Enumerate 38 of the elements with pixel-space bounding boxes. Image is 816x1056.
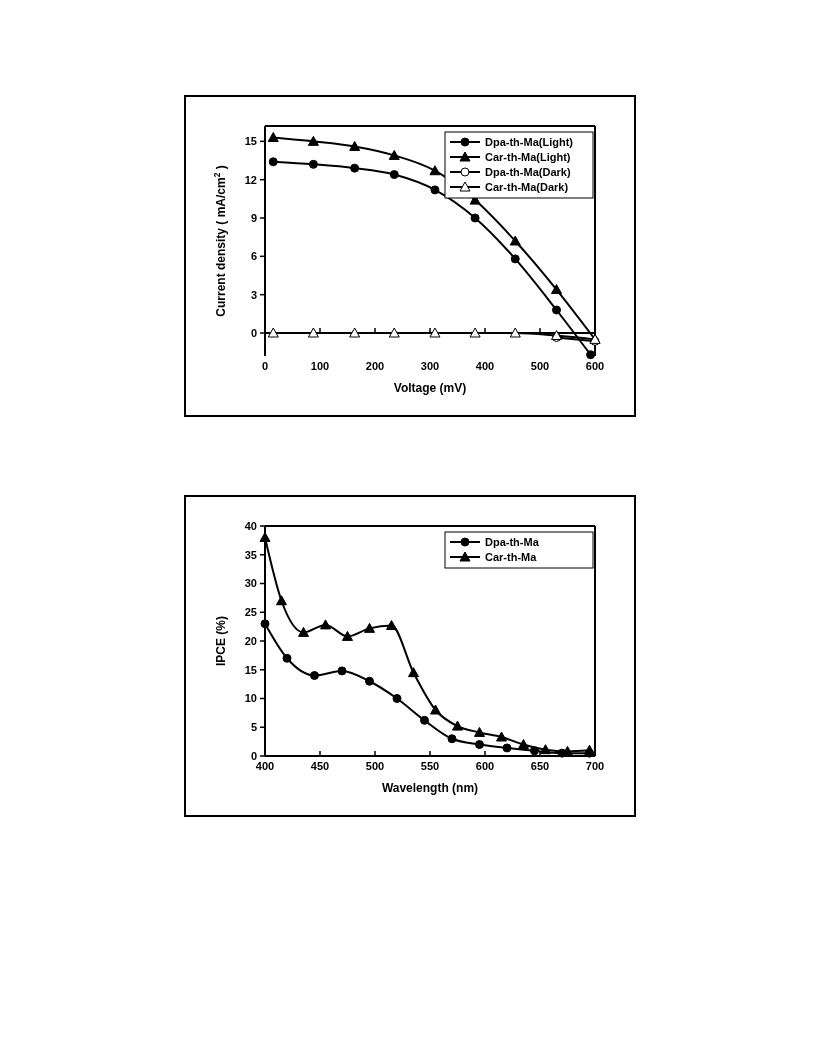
x-tick-label: 500 <box>530 360 550 372</box>
x-tick-label: 0 <box>261 360 269 372</box>
y-tick-label: 5 <box>250 721 257 734</box>
x-tick-label: 400 <box>255 760 275 772</box>
legend-label: Car-th-Ma(Dark) <box>485 180 569 193</box>
x-tick-label: 300 <box>420 360 440 372</box>
y-tick-label: 25 <box>244 606 257 619</box>
y-tick-label: 10 <box>244 692 257 705</box>
x-tick-label: 600 <box>475 760 495 772</box>
x-tick-label: 400 <box>475 360 495 372</box>
legend-label: Dpa-th-Ma(Dark) <box>485 165 571 178</box>
x-tick-label: 500 <box>365 760 385 772</box>
legend-label: Car-th-Ma(Light) <box>485 150 571 163</box>
y-tick-label: 40 <box>244 519 257 532</box>
legend-label: Dpa-th-Ma(Light) <box>485 135 574 148</box>
x-axis-title: Wavelength (nm) <box>381 781 479 795</box>
y-axis-title: IPCE (%) <box>214 615 228 667</box>
y-tick-label: 30 <box>244 577 257 590</box>
x-axis-title: Voltage (mV) <box>393 381 467 395</box>
legend-label: Dpa-th-Ma <box>485 535 540 548</box>
y-tick-label: 20 <box>244 634 257 647</box>
legend-label: Car-th-Ma <box>485 550 538 563</box>
y-tick-label: 0 <box>250 749 257 762</box>
x-tick-label: 100 <box>310 360 330 372</box>
x-tick-label: 600 <box>585 360 605 372</box>
y-tick-label: 15 <box>244 135 257 148</box>
y-tick-label: 12 <box>244 173 257 186</box>
y-tick-label: 6 <box>250 250 257 263</box>
x-tick-label: 700 <box>585 760 605 772</box>
x-tick-label: 450 <box>310 760 330 772</box>
y-tick-label: 0 <box>250 326 257 339</box>
y-tick-label: 9 <box>250 211 257 224</box>
x-tick-label: 550 <box>420 760 440 772</box>
y-tick-label: 15 <box>244 663 257 676</box>
y-tick-label: 3 <box>250 288 257 301</box>
y-tick-label: 35 <box>244 548 257 561</box>
x-tick-label: 200 <box>365 360 385 372</box>
x-tick-label: 650 <box>530 760 550 772</box>
